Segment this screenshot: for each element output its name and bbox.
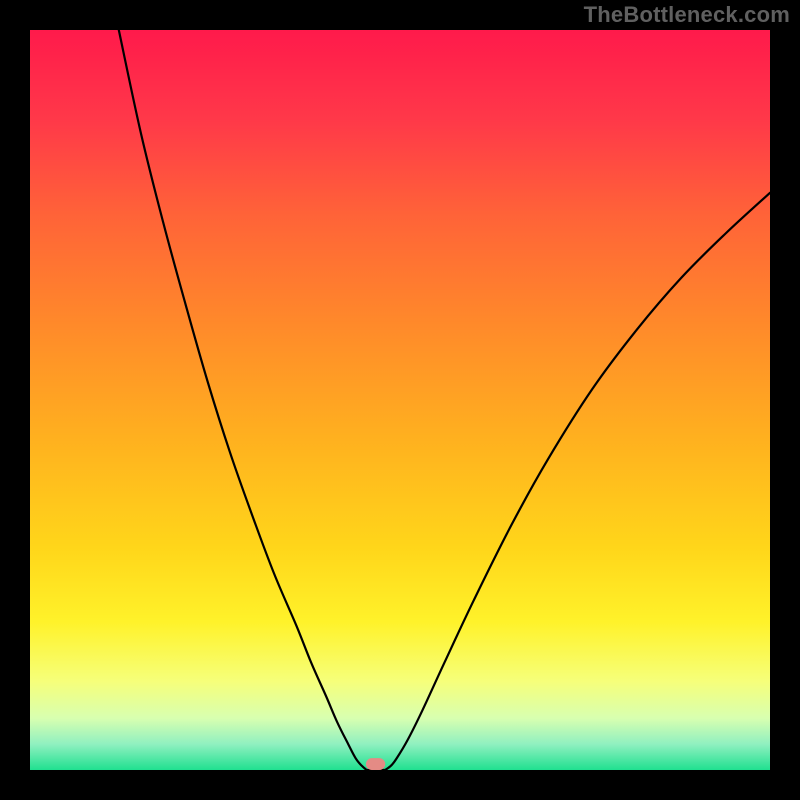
bottleneck-chart — [0, 0, 800, 800]
optimal-point-marker — [366, 758, 385, 770]
chart-container: { "meta": { "watermark": "TheBottleneck.… — [0, 0, 800, 800]
plot-background-gradient — [30, 30, 770, 770]
watermark-text: TheBottleneck.com — [584, 2, 790, 28]
